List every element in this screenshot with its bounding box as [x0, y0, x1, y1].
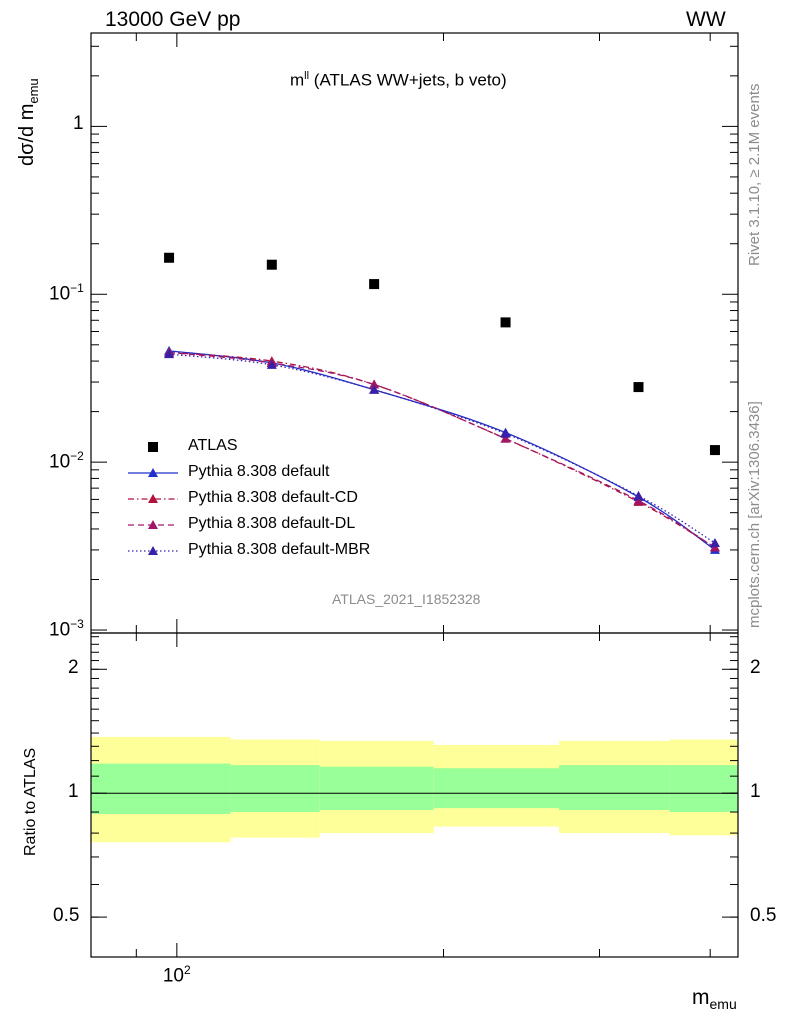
- atlas-data-point: [266, 259, 277, 270]
- ratio-panel-frame: [90, 632, 739, 958]
- atlas-data-point: [709, 445, 720, 456]
- ratio-tick-label-right: 2: [750, 657, 761, 679]
- legend-entry-label: ATLAS: [188, 437, 238, 454]
- ratio-inner-band: [669, 765, 738, 813]
- ratio-tick-label-right: 0.5: [750, 905, 777, 927]
- series-line-3: [169, 353, 716, 544]
- ratio-tick-label-left: 1: [68, 781, 79, 803]
- atlas-data-markers: [164, 252, 720, 456]
- rivet-version-label: Rivet 3.1.10, ≥ 2.1M events: [746, 83, 763, 267]
- legend-marker: [148, 546, 158, 555]
- axis-ticks: [90, 33, 738, 957]
- y-axis-label-main: dσ/d m: [16, 103, 38, 166]
- atlas-data-point: [164, 252, 175, 263]
- series-marker-3: [500, 428, 511, 438]
- legend-marker: [148, 468, 158, 477]
- x-axis-label-main: m: [692, 986, 710, 1009]
- y-tick-label: 10−2: [49, 449, 84, 473]
- legend-entry-label: Pythia 8.308 default-DL: [188, 515, 356, 532]
- atlas-data-point: [500, 317, 511, 328]
- series-marker-3: [633, 490, 644, 500]
- ratio-inner-band: [558, 765, 670, 811]
- x-axis-label: memu: [692, 986, 737, 1012]
- legend-entry-label: Pythia 8.308 default-MBR: [188, 541, 371, 558]
- series-line-2: [169, 351, 716, 549]
- series-marker-2: [709, 542, 720, 552]
- ratio-axis-label: Ratio to ATLAS: [22, 747, 39, 856]
- series-marker-3: [164, 349, 175, 359]
- legend-marker: [148, 494, 158, 503]
- chart-title: mll (ATLAS WW+jets, b veto): [290, 70, 507, 91]
- title-superscript: ll: [304, 70, 310, 82]
- x-axis-label-sub: emu: [709, 996, 737, 1013]
- y-axis-label: dσ/d memu: [16, 78, 41, 166]
- legend-marker: [148, 520, 158, 529]
- x-tick-label: 102: [162, 963, 191, 987]
- mc-series-markers: [164, 345, 720, 554]
- series-line-1: [169, 351, 716, 549]
- legend-marker-data: [148, 442, 158, 452]
- y-axis-label-sub: emu: [26, 78, 41, 104]
- ratio-frame-rect: [90, 632, 739, 958]
- analysis-watermark: ATLAS_2021_I1852328: [332, 591, 481, 607]
- ratio-inner-band: [230, 765, 320, 813]
- series-marker-2: [500, 433, 511, 443]
- ratio-inner-band: [433, 768, 559, 809]
- series-marker-3: [709, 537, 720, 547]
- ratio-tick-label-left: 0.5: [53, 905, 80, 927]
- ratio-tick-label-right: 1: [750, 781, 761, 803]
- series-marker-3: [369, 384, 380, 394]
- legend-entry-label: Pythia 8.308 default-CD: [188, 489, 358, 506]
- series-marker-2: [369, 379, 380, 389]
- process-label: WW: [686, 8, 726, 31]
- y-tick-label: 10−3: [49, 617, 84, 641]
- title-rest: (ATLAS WW+jets, b veto): [309, 70, 507, 90]
- series-marker-2: [633, 495, 644, 505]
- legend-entry-label: Pythia 8.308 default: [188, 463, 330, 480]
- title-main: m: [290, 70, 305, 90]
- y-tick-label: 10−1: [49, 281, 84, 305]
- ratio-uncertainty-bands: [91, 736, 738, 843]
- energy-label: 13000 GeV pp: [105, 8, 241, 31]
- ratio-inner-band: [91, 763, 231, 815]
- ratio-tick-label-left: 2: [68, 657, 79, 679]
- series-marker-3: [266, 359, 277, 369]
- legend: [128, 442, 178, 555]
- y-tick-label: 1: [73, 113, 84, 135]
- ratio-inner-band: [319, 766, 434, 811]
- atlas-data-point: [369, 279, 380, 290]
- atlas-data-point: [633, 382, 644, 393]
- mcplots-label: mcplots.cern.ch [arXiv:1306.3436]: [746, 401, 763, 628]
